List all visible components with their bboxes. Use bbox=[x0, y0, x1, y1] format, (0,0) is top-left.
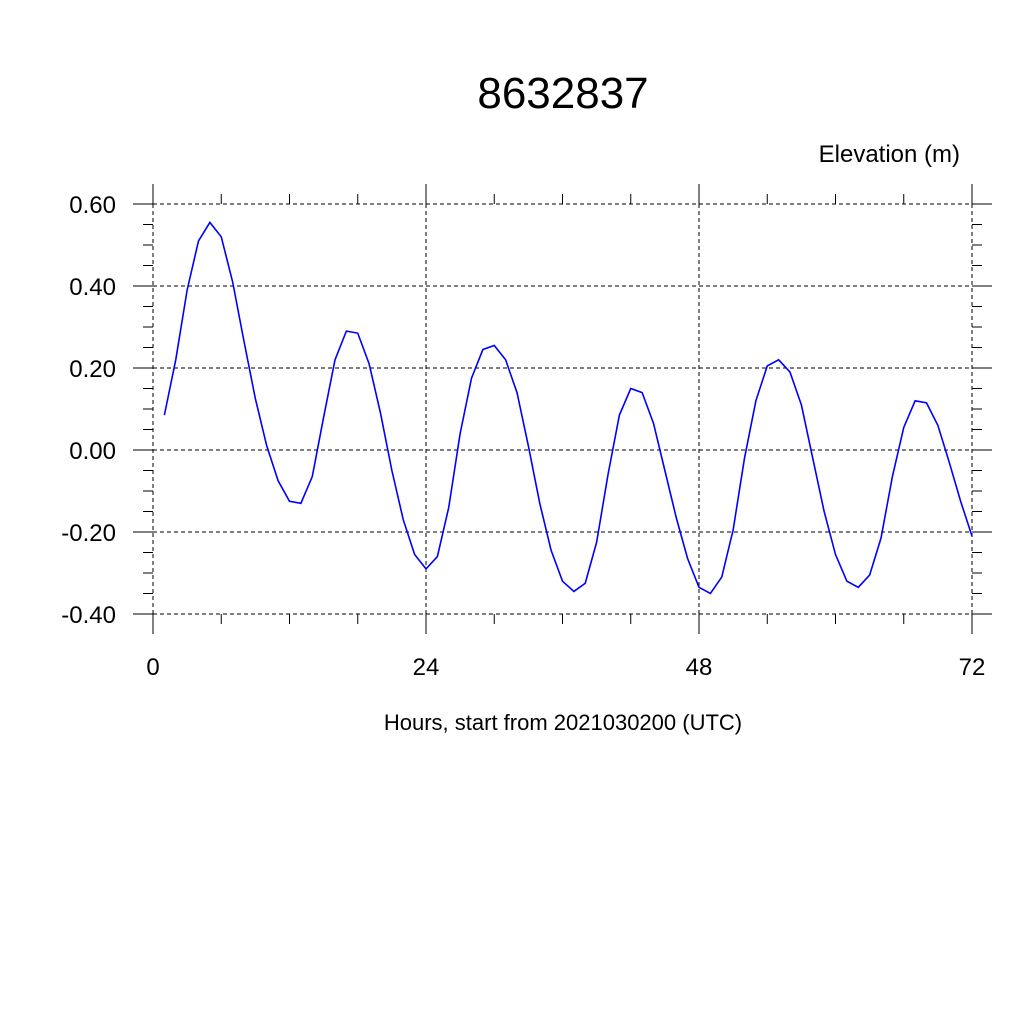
y-tick-label: 0.00 bbox=[69, 438, 116, 465]
y-tick-label: 0.20 bbox=[69, 356, 116, 383]
x-tick-label: 24 bbox=[413, 654, 440, 681]
series-line bbox=[163, 221, 973, 595]
grid-lines bbox=[152, 203, 973, 615]
axis-ticks bbox=[133, 184, 992, 634]
y-tick-label: 0.60 bbox=[69, 192, 116, 219]
x-tick-label: 48 bbox=[686, 654, 713, 681]
y-axis-label: Elevation (m) bbox=[819, 141, 960, 168]
x-tick-label: 72 bbox=[959, 654, 986, 681]
y-tick-label: -0.20 bbox=[61, 520, 116, 547]
chart-title: 8632837 bbox=[477, 69, 648, 118]
tick-labels: -0.40 -0.20 0.00 0.20 0.40 0.60 0 24 48 72 bbox=[61, 192, 985, 681]
y-tick-label: -0.40 bbox=[61, 602, 116, 629]
x-axis-label: Hours, start from 2021030200 (UTC) bbox=[384, 710, 742, 735]
y-tick-label: 0.40 bbox=[69, 274, 116, 301]
x-tick-label: 0 bbox=[146, 654, 159, 681]
